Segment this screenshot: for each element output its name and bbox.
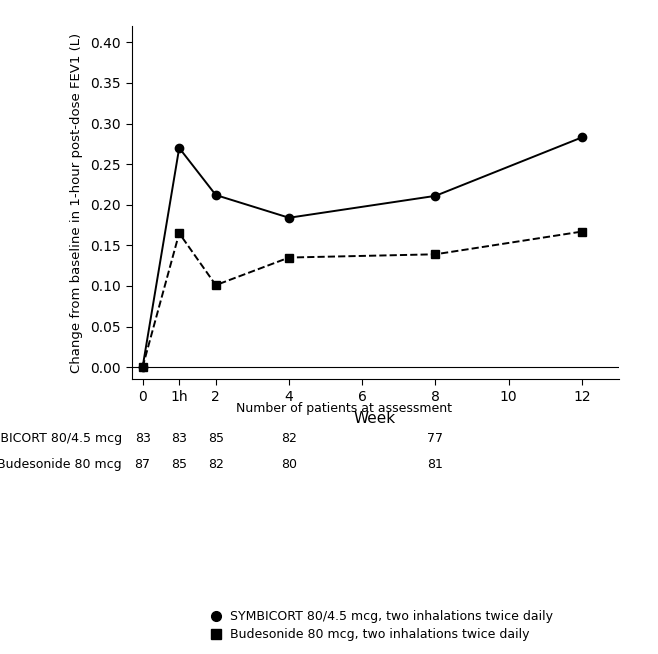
Text: 81: 81 (428, 458, 443, 471)
Text: 85: 85 (171, 458, 187, 471)
Text: Number of patients at assessment: Number of patients at assessment (236, 402, 452, 415)
Y-axis label: Change from baseline in 1-hour post-dose FEV1 (L): Change from baseline in 1-hour post-dose… (70, 33, 84, 373)
Text: 83: 83 (135, 432, 151, 445)
Text: 82: 82 (208, 458, 224, 471)
Text: 80: 80 (281, 458, 297, 471)
Text: SYMBICORT 80/4.5 mcg: SYMBICORT 80/4.5 mcg (0, 432, 122, 445)
X-axis label: Week: Week (354, 411, 396, 426)
Text: 85: 85 (208, 432, 224, 445)
Text: 77: 77 (428, 432, 443, 445)
Legend: SYMBICORT 80/4.5 mcg, two inhalations twice daily, Budesonide 80 mcg, two inhala: SYMBICORT 80/4.5 mcg, two inhalations tw… (210, 610, 553, 641)
Text: 83: 83 (171, 432, 187, 445)
Text: Budesonide 80 mcg: Budesonide 80 mcg (0, 458, 122, 471)
Text: 87: 87 (135, 458, 151, 471)
Text: 82: 82 (281, 432, 297, 445)
